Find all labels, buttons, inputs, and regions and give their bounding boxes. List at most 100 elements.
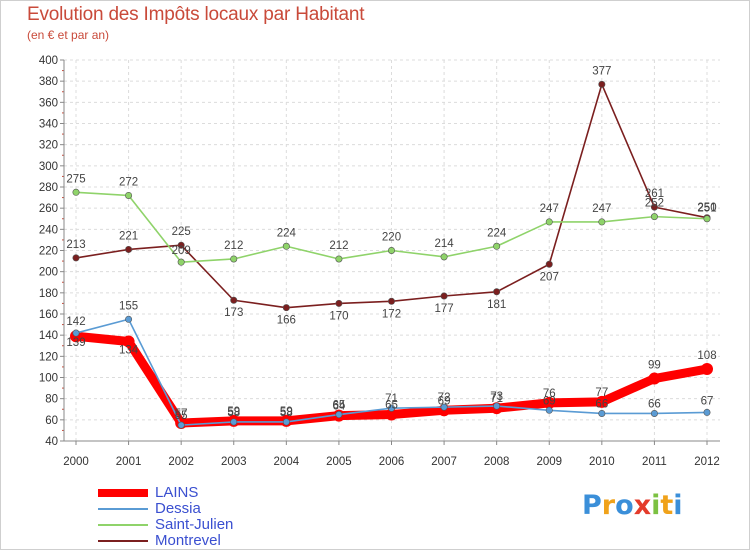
data-label-saint-julien: 212 — [224, 240, 243, 252]
data-point-saint-julien — [72, 188, 80, 196]
legend-item-saint-julien: Saint-Julien — [98, 516, 298, 533]
data-point-dessia — [440, 403, 448, 411]
legend-label-montrevel: Montrevel — [155, 532, 221, 549]
y-tick-label: 380 — [39, 76, 58, 88]
data-point-montrevel — [282, 304, 290, 312]
data-point-montrevel — [650, 203, 658, 211]
data-label-montrevel: 177 — [434, 303, 453, 315]
data-point-montrevel — [545, 260, 553, 268]
data-label-saint-julien: 224 — [277, 227, 297, 239]
data-point-montrevel — [440, 292, 448, 300]
data-point-saint-julien — [703, 215, 711, 223]
data-label-saint-julien: 209 — [172, 245, 191, 257]
x-tick-label: 2005 — [326, 456, 352, 468]
data-label-lains: 99 — [648, 360, 661, 372]
data-label-montrevel: 166 — [277, 315, 296, 327]
logo-letter: o — [615, 490, 634, 521]
data-point-saint-julien — [440, 253, 448, 261]
data-label-dessia: 66 — [595, 398, 608, 410]
data-label-dessia: 69 — [543, 395, 556, 407]
data-label-saint-julien: 250 — [697, 202, 716, 214]
data-label-lains: 71 — [490, 393, 503, 405]
data-label-lains: 139 — [66, 337, 85, 349]
data-point-dessia — [703, 408, 711, 416]
logo-letter: i — [673, 490, 683, 521]
chart-title: Evolution des Impôts locaux par Habitant — [27, 4, 365, 25]
data-point-saint-julien — [598, 218, 606, 226]
x-tick-label: 2000 — [63, 456, 89, 468]
data-point-montrevel — [335, 299, 343, 307]
data-label-dessia: 55 — [175, 410, 188, 422]
data-point-saint-julien — [387, 247, 395, 255]
y-tick-label: 60 — [45, 415, 58, 427]
data-point-dessia — [282, 418, 290, 426]
y-tick-label: 240 — [39, 224, 58, 236]
legend-label-lains: LAINS — [155, 484, 199, 501]
data-point-saint-julien — [335, 255, 343, 263]
data-label-lains: 64 — [333, 401, 346, 413]
data-label-lains: 108 — [697, 350, 716, 362]
y-tick-label: 200 — [39, 267, 58, 279]
logo-letter: i — [651, 490, 661, 521]
data-label-montrevel: 225 — [172, 226, 191, 238]
data-label-montrevel: 377 — [592, 65, 611, 77]
x-tick-label: 2008 — [484, 456, 510, 468]
data-label-lains: 57 — [175, 408, 188, 420]
data-label-lains: 59 — [280, 406, 293, 418]
legend-swatch-montrevel — [98, 540, 148, 542]
y-tick-label: 260 — [39, 203, 58, 215]
data-point-saint-julien — [125, 191, 133, 199]
legend-swatch-dessia — [98, 508, 148, 510]
y-tick-label: 320 — [39, 140, 58, 152]
data-label-dessia: 58 — [227, 407, 240, 419]
data-label-dessia: 142 — [66, 316, 85, 328]
data-point-dessia — [545, 406, 553, 414]
y-tick-label: 340 — [39, 119, 58, 131]
legend-label-dessia: Dessia — [155, 500, 201, 517]
data-label-montrevel: 207 — [540, 271, 559, 283]
y-tick-label: 120 — [39, 351, 58, 363]
y-tick-label: 40 — [45, 436, 58, 448]
legend-item-montrevel: Montrevel — [98, 532, 298, 549]
x-tick-label: 2006 — [379, 456, 405, 468]
data-point-lains — [543, 396, 556, 409]
data-point-dessia — [387, 404, 395, 412]
data-point-montrevel — [598, 80, 606, 88]
logo-letter: r — [601, 490, 616, 521]
legend-swatch-saint-julien — [98, 524, 148, 526]
data-label-saint-julien: 212 — [329, 240, 348, 252]
data-label-dessia: 66 — [648, 398, 661, 410]
logo-letter: P — [582, 490, 602, 521]
data-label-montrevel: 213 — [66, 239, 85, 251]
data-label-lains: 76 — [543, 388, 556, 400]
data-point-montrevel — [72, 254, 80, 262]
data-label-dessia: 73 — [490, 391, 503, 403]
data-label-dessia: 71 — [385, 393, 398, 405]
legend-label-saint-julien: Saint-Julien — [155, 516, 234, 533]
data-label-lains: 69 — [438, 395, 451, 407]
data-point-montrevel — [125, 245, 133, 253]
legend-item-lains: LAINS — [98, 484, 298, 501]
y-tick-label: 100 — [39, 373, 58, 385]
data-label-montrevel: 172 — [382, 308, 401, 320]
legend-swatch-lains — [98, 489, 148, 497]
data-point-lains — [595, 395, 608, 408]
data-label-saint-julien: 252 — [645, 198, 664, 210]
x-tick-label: 2003 — [221, 456, 247, 468]
data-label-saint-julien: 224 — [487, 227, 507, 239]
data-point-dessia — [125, 315, 133, 323]
y-tick-label: 360 — [39, 97, 58, 109]
x-tick-label: 2002 — [168, 456, 194, 468]
data-point-lains — [122, 335, 135, 348]
data-point-dessia — [598, 409, 606, 417]
data-point-dessia — [177, 421, 185, 429]
y-tick-label: 280 — [39, 182, 58, 194]
data-point-dessia — [72, 329, 80, 337]
data-point-lains — [701, 363, 713, 376]
data-point-saint-julien — [230, 255, 238, 263]
y-tick-label: 140 — [39, 330, 58, 342]
data-point-saint-julien — [650, 213, 658, 221]
y-tick-label: 180 — [39, 288, 58, 300]
data-label-montrevel: 170 — [329, 310, 348, 322]
